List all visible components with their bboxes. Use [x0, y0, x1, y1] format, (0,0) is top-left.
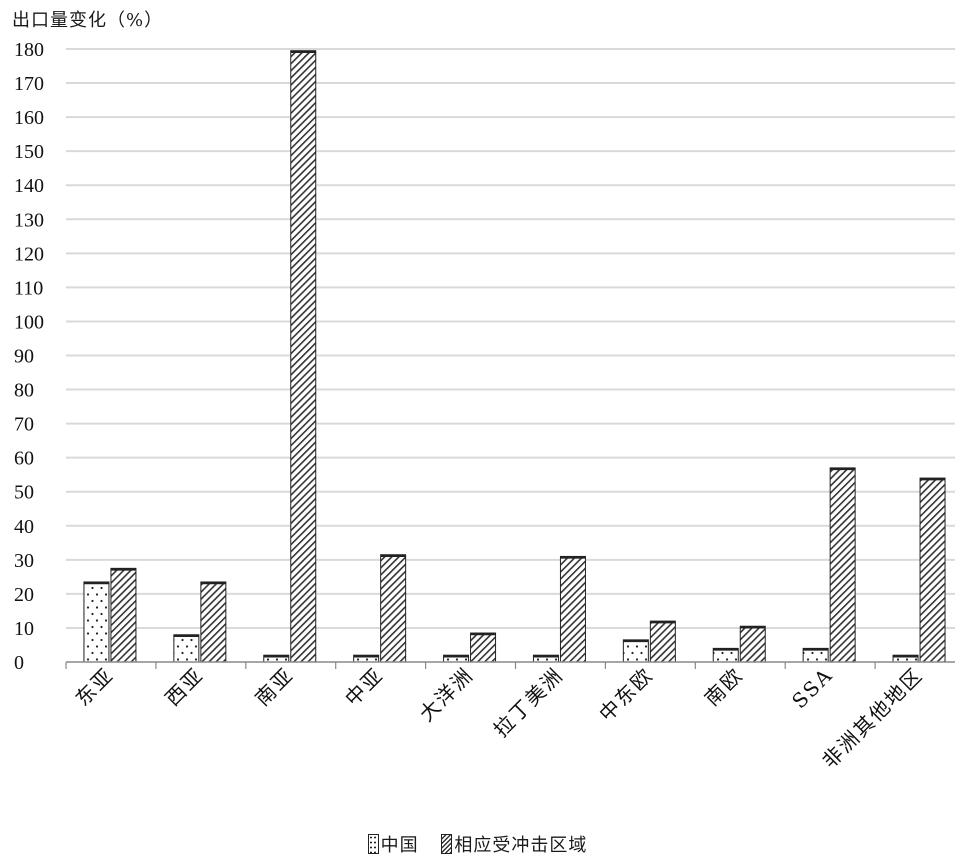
- axes: [65, 661, 955, 669]
- y-tick-label: 160: [14, 107, 44, 129]
- y-tick-label: 80: [14, 380, 34, 402]
- bar-china: [622, 639, 649, 663]
- y-tick-label: 90: [14, 346, 34, 368]
- bar-region: [559, 555, 586, 663]
- y-tick-label: 120: [14, 243, 44, 265]
- y-tick-label: 0: [14, 652, 24, 674]
- legend-swatch-china: [367, 834, 379, 854]
- legend-swatch-region: [441, 834, 453, 854]
- x-tick-label: 南亚: [250, 663, 298, 711]
- y-tick-label: 30: [14, 550, 34, 572]
- bar-region: [649, 620, 676, 663]
- bar-china: [83, 581, 110, 663]
- legend-label-china: 中国: [380, 835, 419, 856]
- x-tick-label: 东亚: [70, 663, 118, 711]
- x-tick-label: 中亚: [340, 663, 388, 711]
- x-tick-label: SSA: [787, 663, 838, 714]
- x-tick-label: 中东欧: [594, 663, 658, 727]
- bar-region: [110, 567, 137, 663]
- y-tick-label: 180: [14, 39, 44, 61]
- legend-item-china: 中国: [367, 831, 419, 857]
- y-tick-label: 50: [14, 482, 34, 504]
- y-tick-label: 170: [14, 73, 44, 95]
- legend-label-region: 相应受冲击区域: [454, 835, 588, 856]
- x-tick-label: 西亚: [160, 663, 208, 711]
- legend: 中国 相应受冲击区域: [0, 831, 955, 857]
- y-tick-label: 100: [14, 311, 44, 333]
- y-tick-label: 20: [14, 584, 34, 606]
- bar-region: [200, 581, 227, 663]
- bar-region: [380, 554, 407, 663]
- y-tick-label: 60: [14, 448, 34, 470]
- y-tick-label: 70: [14, 414, 34, 436]
- bar-china: [173, 634, 200, 663]
- y-tick-label: 150: [14, 141, 44, 163]
- legend-item-region: 相应受冲击区域: [441, 831, 587, 857]
- bar-region: [919, 477, 946, 663]
- bar-region: [829, 467, 856, 663]
- y-tick-label: 110: [14, 277, 43, 299]
- y-axis-ticks: 0 10 20 30 40 50 60 70 80 90 100 110 120 130 140 150 160…: [14, 39, 44, 674]
- bar-region: [739, 625, 766, 663]
- x-tick-label: 大洋洲: [414, 663, 478, 727]
- x-tick-label: 拉丁美洲: [489, 663, 568, 742]
- bars: [83, 50, 946, 663]
- y-tick-label: 40: [14, 516, 34, 538]
- gridlines: [66, 48, 955, 629]
- y-tick-label: 140: [14, 175, 44, 197]
- y-axis-title: 出口量变化（%）: [12, 10, 164, 31]
- y-tick-label: 10: [14, 618, 34, 640]
- bar-region: [470, 632, 497, 663]
- x-tick-label: 南欧: [700, 663, 748, 711]
- bar-region: [290, 50, 317, 663]
- y-tick-label: 130: [14, 209, 44, 231]
